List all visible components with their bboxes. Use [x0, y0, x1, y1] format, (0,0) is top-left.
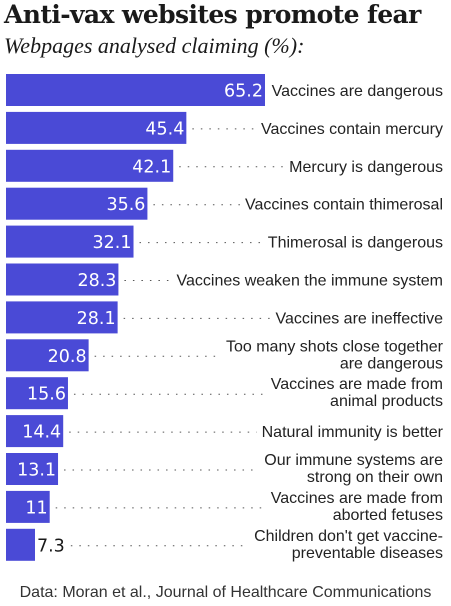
category-label: Mercury is dangerous — [289, 159, 443, 176]
bar-value-label: 45.4 — [145, 119, 184, 139]
category-label: preventable diseases — [292, 545, 443, 562]
bar-group: 28.1 Vaccines are ineffective — [6, 301, 444, 334]
category-label: Vaccines are made from — [271, 490, 443, 507]
bar-group: 45.4 Vaccines contain mercury — [6, 111, 443, 144]
bar — [6, 377, 68, 410]
bar-group: 35.6 Vaccines contain thimerosal — [6, 187, 443, 220]
bar-value-label: 32.1 — [93, 233, 132, 253]
bar-value-label: 7.3 — [37, 536, 65, 556]
category-label: strong on their own — [307, 469, 443, 486]
bar-group: 7.3 Children don't get vaccine-preventabl… — [6, 528, 443, 562]
category-label: Our immune systems are — [264, 452, 443, 469]
category-label: Children don't get vaccine- — [254, 528, 443, 545]
category-label: Vaccines are made from — [271, 376, 443, 393]
category-label: animal products — [330, 393, 443, 410]
bar-value-label: 11 — [25, 498, 47, 518]
chart-title: Anti-vax websites promote fear — [4, 0, 421, 29]
chart-subtitle: Webpages analysed claiming (%): — [4, 33, 305, 58]
bar-value-label: 28.3 — [77, 271, 116, 291]
category-label: Vaccines contain thimerosal — [245, 197, 443, 214]
bar — [6, 490, 50, 523]
bar — [6, 263, 119, 296]
source-note: Data: Moran et al., Journal of Healthcar… — [19, 584, 432, 601]
bar-value-label: 20.8 — [48, 347, 87, 367]
category-label: Vaccines contain mercury — [261, 121, 443, 138]
category-label: Vaccines are ineffective — [276, 310, 444, 327]
bar — [6, 339, 89, 372]
bar — [6, 149, 174, 182]
category-label: Thimerosal is dangerous — [268, 235, 443, 252]
bar — [6, 301, 118, 334]
category-label: Vaccines weaken the immune system — [177, 273, 443, 290]
category-label: Too many shots close together — [226, 338, 444, 355]
bar-group: 65.2 Vaccines are dangerous — [6, 74, 443, 106]
bar-value-label: 42.1 — [132, 157, 171, 177]
bar-group: 28.3 Vaccines weaken the immune system — [6, 263, 443, 296]
bar — [6, 111, 187, 144]
bar-value-label: 65.2 — [224, 82, 263, 102]
bar-value-label: 28.1 — [77, 309, 116, 329]
bar — [6, 74, 265, 106]
bar-group: 42.1 Mercury is dangerous — [6, 149, 443, 182]
bar-value-label: 35.6 — [106, 195, 145, 215]
bar — [6, 453, 59, 485]
bar — [6, 415, 64, 448]
bar — [6, 528, 35, 561]
category-label: Natural immunity is better — [262, 424, 444, 441]
bar-group: 32.1 Thimerosal is dangerous — [6, 225, 443, 258]
category-label: are dangerous — [340, 355, 443, 372]
bar — [6, 225, 134, 258]
bar-value-label: 13.1 — [17, 461, 56, 481]
bar-value-label: 14.4 — [22, 423, 61, 443]
category-label: aborted fetuses — [333, 507, 443, 524]
bar — [6, 187, 148, 220]
bar-group: 14.4 Natural immunity is better — [6, 415, 444, 448]
bar-value-label: 15.6 — [27, 385, 66, 405]
category-label: Vaccines are dangerous — [272, 83, 443, 100]
